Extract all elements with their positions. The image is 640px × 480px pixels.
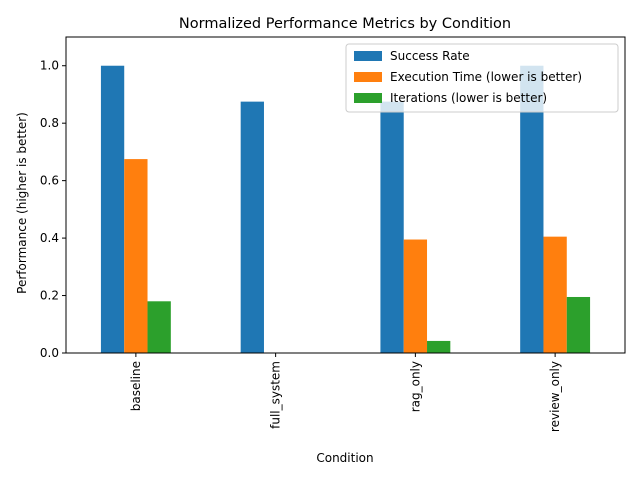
bar-baseline-series-0 bbox=[100, 65, 125, 354]
y-tick-label: 0.6 bbox=[40, 174, 59, 188]
bar-review_only-series-2 bbox=[566, 296, 591, 353]
bar-full_system-series-0 bbox=[240, 101, 264, 354]
y-tick-label: 0.0 bbox=[40, 346, 59, 360]
legend-label: Execution Time (lower is better) bbox=[390, 70, 582, 84]
legend-label: Success Rate bbox=[390, 49, 470, 63]
bar-review_only-series-0 bbox=[520, 65, 544, 354]
y-tick-label: 0.2 bbox=[40, 289, 59, 303]
legend-swatch bbox=[354, 51, 382, 61]
x-tick-label: full_system bbox=[269, 361, 283, 429]
legend-swatch bbox=[354, 93, 382, 103]
bar-rag_only-series-2 bbox=[427, 340, 451, 353]
x-axis-label: Condition bbox=[316, 451, 373, 465]
legend-box bbox=[345, 43, 619, 113]
x-tick-label: review_only bbox=[548, 361, 562, 432]
legend-label: Iterations (lower is better) bbox=[390, 91, 547, 105]
plot-frame bbox=[65, 36, 626, 354]
y-tick-label: 1.0 bbox=[40, 59, 59, 73]
y-axis-label: Performance (higher is better) bbox=[15, 112, 29, 294]
bar-baseline-series-2 bbox=[147, 301, 171, 353]
y-tick-label: 0.8 bbox=[40, 116, 59, 130]
x-tick-label: baseline bbox=[129, 361, 143, 411]
y-tick-label: 0.4 bbox=[40, 231, 59, 245]
axes-layer: 0.0 0.2 0.4 0.6 0.8 1.0 baseline full_system rag… bbox=[40, 36, 626, 432]
x-tick-label: rag_only bbox=[408, 361, 422, 412]
bar-review_only-series-1 bbox=[543, 236, 567, 353]
bar-baseline-series-1 bbox=[124, 159, 148, 353]
bars-layer bbox=[100, 65, 591, 354]
bar-rag_only-series-0 bbox=[380, 101, 404, 354]
chart-title: Normalized Performance Metrics by Condit… bbox=[179, 16, 511, 32]
legend-swatch bbox=[354, 72, 382, 82]
bar-rag_only-series-1 bbox=[403, 239, 428, 353]
chart-legend: Success Rate Execution Time (lower is bet… bbox=[345, 43, 619, 113]
